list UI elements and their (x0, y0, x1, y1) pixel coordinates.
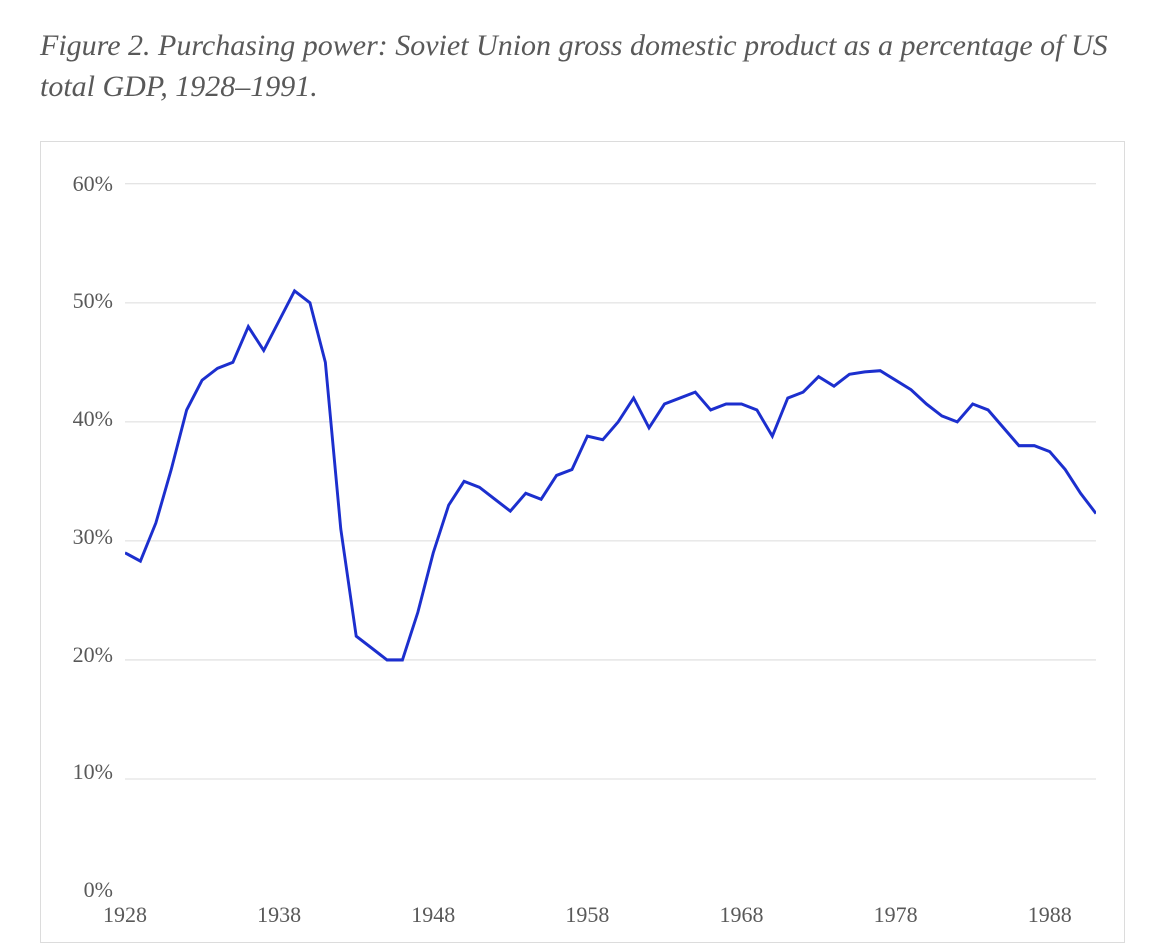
y-tick-label: 40% (73, 406, 113, 432)
plot-area (125, 160, 1096, 898)
y-tick-label: 0% (84, 877, 113, 903)
x-tick-label: 1978 (874, 902, 918, 928)
x-axis: 1928193819481958196819781988 (125, 902, 1096, 930)
chart-frame: 0% 10% 20% 30% 40% 50% 60% 1928 1938 1948 1958 196… (40, 141, 1125, 943)
y-axis: 0%10%20%30%40%50%60% (61, 160, 119, 890)
gridlines (125, 184, 1096, 779)
x-tick-label: 1958 (565, 902, 609, 928)
y-tick-label: 10% (73, 759, 113, 785)
y-tick-label: 60% (73, 171, 113, 197)
figure-caption: Figure 2. Purchasing power: Soviet Union… (40, 26, 1125, 107)
y-tick-label: 50% (73, 288, 113, 314)
data-series-line (125, 291, 1096, 660)
x-tick-label: 1968 (720, 902, 764, 928)
x-tick-label: 1948 (411, 902, 455, 928)
x-tick-label: 1988 (1028, 902, 1072, 928)
chart-svg (125, 160, 1096, 898)
chart-area: 0% 10% 20% 30% 40% 50% 60% 1928 1938 1948 1958 196… (61, 160, 1096, 930)
y-tick-label: 20% (73, 642, 113, 668)
x-tick-label: 1928 (103, 902, 147, 928)
x-tick-label: 1938 (257, 902, 301, 928)
y-tick-label: 30% (73, 524, 113, 550)
